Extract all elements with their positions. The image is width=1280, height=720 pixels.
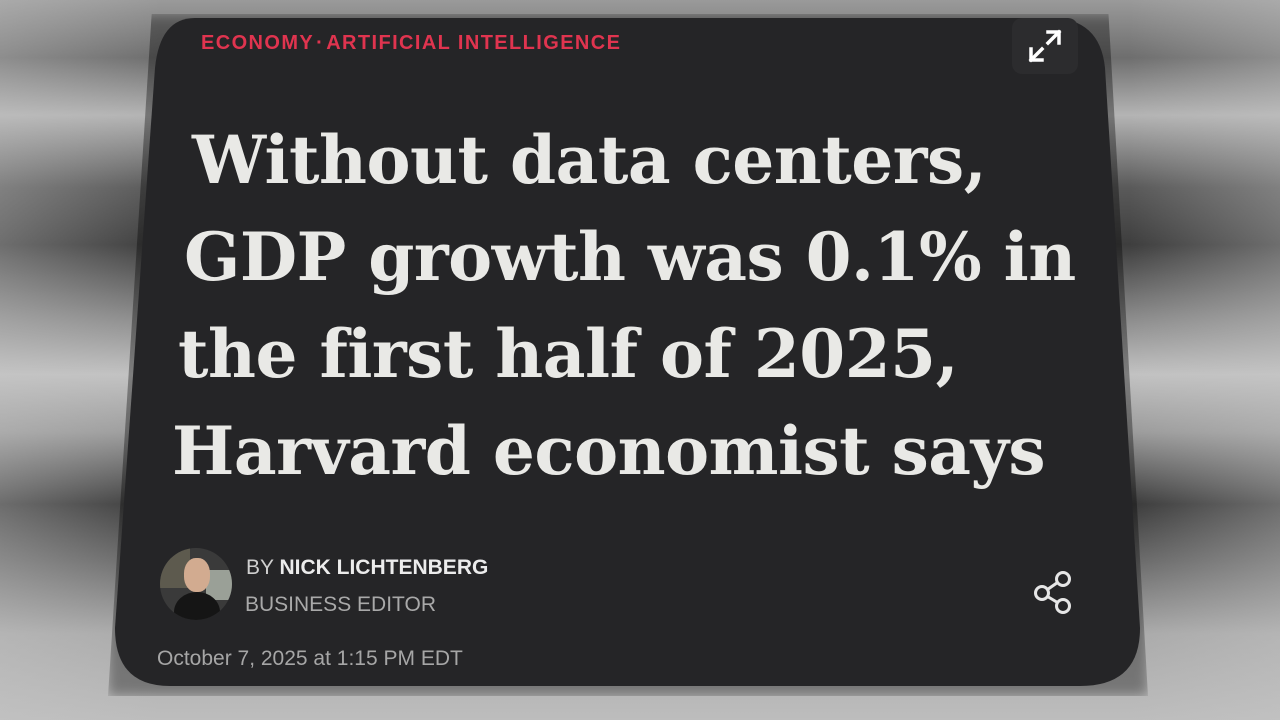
- share-button[interactable]: [1028, 568, 1078, 618]
- category-economy-link[interactable]: ECONOMY: [201, 32, 315, 54]
- headline-line-1: Without data centers,: [192, 121, 987, 199]
- share-icon: [1034, 571, 1071, 614]
- background-right: [1130, 0, 1280, 720]
- author-avatar[interactable]: [160, 548, 232, 620]
- category-breadcrumb: ECONOMY · ARTIFICIAL INTELLIGENCE: [201, 32, 621, 55]
- byline-prefix: BY: [246, 556, 274, 579]
- publish-date: October 7, 2025 at 1:15 PM EDT: [157, 647, 463, 670]
- category-ai-link[interactable]: ARTIFICIAL INTELLIGENCE: [326, 32, 622, 54]
- headline-line-2: GDP growth was 0.1% in: [184, 218, 1076, 296]
- avatar-body: [174, 592, 220, 620]
- author-role: BUSINESS EDITOR: [245, 593, 436, 616]
- expand-button[interactable]: [1012, 18, 1078, 74]
- author-name-link[interactable]: NICK LICHTENBERG: [279, 556, 489, 579]
- expand-arrows-icon: [1028, 29, 1062, 63]
- article-card: [115, 18, 1140, 686]
- headline-line-3: the first half of 2025,: [178, 315, 959, 393]
- article-headline: Without data centers, GDP growth was 0.1…: [170, 112, 1090, 500]
- byline: BY NICK LICHTENBERG: [246, 556, 488, 580]
- headline-line-4: Harvard economist says: [172, 412, 1046, 490]
- avatar-face: [184, 558, 210, 592]
- category-separator: ·: [316, 32, 325, 54]
